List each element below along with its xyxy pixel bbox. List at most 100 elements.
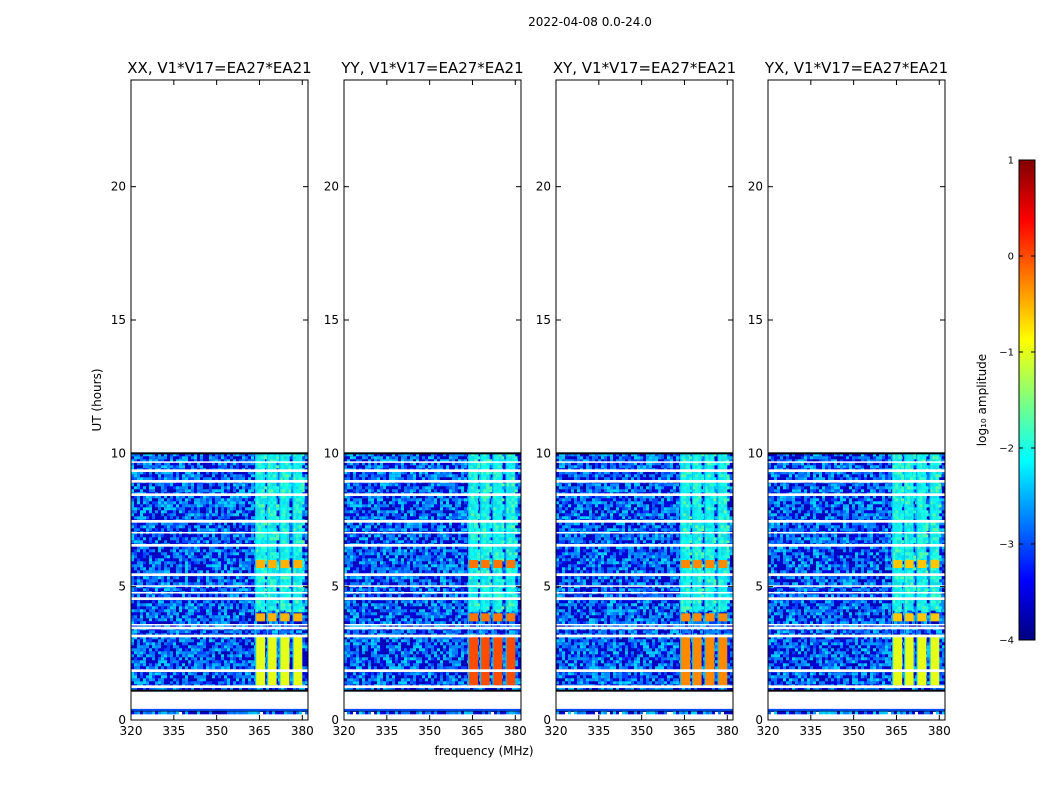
noise-cell <box>203 501 206 505</box>
noise-cell <box>194 639 197 643</box>
noise-cell <box>197 483 200 487</box>
noise-cell <box>161 675 164 679</box>
noise-cell <box>185 603 188 607</box>
noise-cell <box>143 540 146 544</box>
noise-cell <box>242 654 245 658</box>
noise-cell <box>176 636 179 640</box>
noise-cell <box>146 636 149 640</box>
noise-cell <box>200 501 203 505</box>
rfi-cell <box>276 486 280 490</box>
noise-cell <box>215 657 218 661</box>
rfi-cell <box>270 507 274 511</box>
noise-cell <box>131 594 134 598</box>
noise-cell <box>179 579 182 583</box>
noise-cell <box>203 456 206 460</box>
noise-cell <box>191 558 194 562</box>
noise-cell <box>131 456 134 460</box>
noise-cell <box>224 624 227 628</box>
noise-cell <box>212 498 215 502</box>
noise-cell <box>290 594 293 598</box>
noise-cell <box>227 474 230 478</box>
noise-cell <box>290 651 293 655</box>
noise-cell <box>185 498 188 502</box>
noise-cell <box>188 459 191 463</box>
noise-cell <box>137 615 140 619</box>
rfi-cell <box>264 540 268 544</box>
noise-cell <box>179 570 182 574</box>
rfi-cell <box>261 567 265 571</box>
noise-cell <box>230 546 233 550</box>
noise-cell <box>206 570 209 574</box>
noise-cell <box>206 615 209 619</box>
noise-cell <box>233 522 236 526</box>
noise-cell <box>221 609 224 613</box>
noise-cell <box>140 456 143 460</box>
noise-cell <box>203 555 206 559</box>
noise-cell <box>143 549 146 553</box>
noise-cell <box>182 603 185 607</box>
noise-cell <box>299 624 302 628</box>
noise-cell <box>221 549 224 553</box>
noise-cell <box>290 711 293 715</box>
noise-cell <box>167 618 170 622</box>
rfi-cell <box>270 528 274 532</box>
noise-cell <box>185 558 188 562</box>
rfi-cell <box>270 588 274 592</box>
noise-cell <box>152 639 155 643</box>
noise-cell <box>167 666 170 670</box>
noise-cell <box>161 522 164 526</box>
noise-cell <box>212 462 215 466</box>
noise-cell <box>197 516 200 520</box>
noise-cell <box>158 624 161 628</box>
noise-cell <box>200 453 203 457</box>
noise-cell <box>185 516 188 520</box>
rfi-cell <box>279 603 283 607</box>
noise-cell <box>200 630 203 634</box>
noise-cell <box>194 615 197 619</box>
noise-cell <box>179 483 182 487</box>
noise-cell <box>206 459 209 463</box>
noise-cell <box>197 546 200 550</box>
noise-cell <box>155 498 158 502</box>
noise-cell <box>218 594 221 598</box>
noise-cell <box>149 672 152 676</box>
noise-cell <box>170 552 173 556</box>
noise-cell <box>197 657 200 661</box>
noise-cell <box>155 660 158 664</box>
noise-cell <box>164 675 167 679</box>
noise-cell <box>203 681 206 685</box>
noise-cell <box>143 675 146 679</box>
rfi-cell <box>267 510 271 514</box>
noise-cell <box>245 630 248 634</box>
noise-cell <box>185 522 188 526</box>
noise-cell <box>239 477 242 481</box>
noise-cell <box>212 564 215 568</box>
noise-cell <box>164 477 167 481</box>
noise-cell <box>206 486 209 490</box>
noise-cell <box>242 465 245 469</box>
noise-cell <box>200 486 203 490</box>
noise-cell <box>200 555 203 559</box>
noise-cell <box>164 582 167 586</box>
noise-cell <box>173 567 176 571</box>
noise-cell <box>152 537 155 541</box>
noise-cell <box>212 501 215 505</box>
noise-cell <box>176 561 179 565</box>
rfi-cell <box>276 453 280 457</box>
noise-cell <box>200 588 203 592</box>
noise-cell <box>140 672 143 676</box>
noise-cell <box>248 528 251 532</box>
noise-cell <box>236 483 239 487</box>
noise-cell <box>176 540 179 544</box>
noise-cell <box>248 630 251 634</box>
noise-cell <box>149 462 152 466</box>
rfi-cell <box>292 474 296 478</box>
noise-cell <box>134 498 137 502</box>
noise-cell <box>131 711 134 715</box>
noise-cell <box>170 465 173 469</box>
rfi-cell <box>264 546 268 550</box>
noise-cell <box>203 639 206 643</box>
noise-cell <box>215 474 218 478</box>
noise-cell <box>179 666 182 670</box>
noise-cell <box>236 576 239 580</box>
